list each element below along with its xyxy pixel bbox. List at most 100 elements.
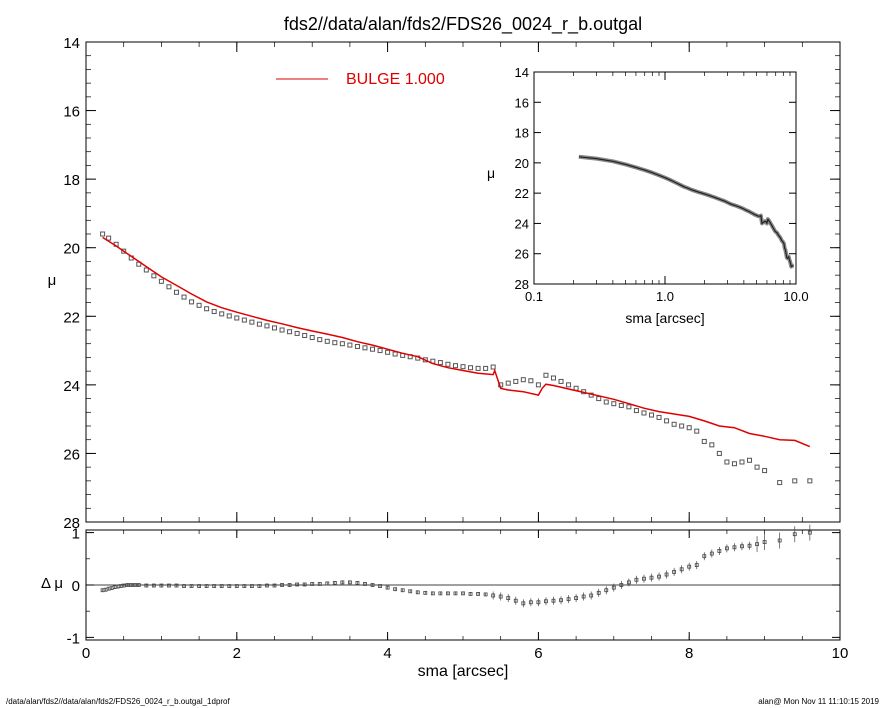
data-point: [747, 457, 753, 463]
residual-point: [393, 587, 398, 592]
residual-point: [807, 530, 812, 535]
residual-point: [415, 590, 420, 595]
residual-points: [100, 524, 812, 608]
residual-point: [144, 583, 149, 588]
inset-y-tick-label: 22: [515, 186, 529, 201]
residual-point: [574, 596, 578, 600]
residual-point: [491, 593, 496, 598]
residual-point: [732, 545, 737, 550]
main-y-axis-label: μ: [48, 272, 57, 289]
residual-point: [227, 584, 232, 588]
residual-point: [453, 591, 458, 596]
data-point: [437, 360, 443, 366]
data-point: [151, 273, 157, 279]
residual-point: [740, 544, 744, 549]
data-point: [664, 418, 670, 424]
residual-point: [702, 554, 707, 559]
data-point: [686, 425, 692, 431]
residual-point: [619, 583, 624, 587]
data-point: [452, 363, 458, 369]
data-point: [596, 396, 602, 402]
residual-point: [257, 584, 262, 588]
main-panel: 14 16 18 20 22 24 26 28 μ BULGE 1.000: [48, 35, 841, 532]
inset-profile-line: [578, 156, 794, 268]
residual-point: [461, 591, 465, 596]
data-point: [724, 459, 730, 465]
main-y-tick-label: 24: [63, 378, 80, 395]
data-point: [543, 372, 549, 378]
residual-point: [626, 580, 631, 585]
main-ticks: 14 16 18 20 22 24 26 28: [63, 35, 841, 532]
data-point: [550, 375, 556, 381]
residual-point: [581, 594, 586, 599]
inset-x-tick-label: 10.0: [783, 289, 808, 304]
data-point: [121, 248, 127, 254]
main-y-tick-label: 28: [63, 515, 80, 532]
residual-point: [378, 584, 382, 588]
inset-y-tick-label: 20: [515, 156, 529, 171]
residual-point: [468, 592, 473, 596]
data-point: [739, 459, 745, 465]
residual-point: [129, 583, 134, 587]
data-point: [603, 399, 609, 405]
residual-point: [133, 583, 137, 587]
main-y-tick-label: 14: [63, 35, 80, 52]
residual-point: [136, 583, 141, 587]
data-point: [649, 412, 654, 418]
data-point: [656, 414, 662, 420]
residual-point: [672, 570, 677, 574]
residual-x-tick-label: 2: [233, 645, 241, 662]
residual-point: [446, 591, 450, 596]
inset-y-tick-label: 28: [515, 277, 529, 292]
residual-point: [317, 582, 322, 586]
data-point: [226, 313, 232, 319]
data-point: [324, 338, 330, 344]
residual-point: [551, 598, 556, 603]
residual-point: [385, 585, 390, 590]
residual-point: [521, 601, 526, 606]
data-point: [143, 267, 149, 273]
residual-point: [355, 581, 360, 585]
residual-point: [559, 598, 563, 603]
data-point: [483, 365, 489, 371]
data-point: [377, 348, 383, 354]
data-point: [189, 299, 195, 305]
inset-y-tick-label: 24: [515, 216, 529, 231]
data-point: [354, 343, 360, 349]
residual-point: [596, 590, 601, 595]
residual-point: [265, 583, 269, 588]
residual-point: [777, 538, 782, 543]
data-point: [256, 321, 262, 327]
residual-point: [709, 551, 714, 556]
residual-point: [762, 540, 767, 544]
inset-profile-curve: [578, 154, 795, 269]
data-point: [709, 442, 715, 448]
data-point: [362, 345, 368, 351]
residual-point: [302, 582, 307, 587]
data-point: [279, 327, 285, 333]
inset-y-tick-label: 14: [515, 65, 529, 80]
inset-background: [474, 58, 822, 316]
main-y-tick-label: 20: [63, 241, 80, 258]
residual-point: [506, 596, 511, 600]
data-point: [370, 346, 376, 352]
residual-point: [423, 590, 428, 595]
main-y-tick-label: 18: [63, 172, 80, 189]
data-point: [716, 450, 722, 456]
residual-point: [121, 583, 126, 588]
data-point: [196, 302, 202, 308]
data-point: [249, 319, 255, 325]
inset-x-axis-label: sma [arcsec]: [625, 310, 704, 326]
residual-x-tick-label: 6: [534, 645, 542, 662]
footer-file-path: /data/alan/fds2//data/alan/fds2/FDS26_00…: [6, 697, 230, 706]
data-point: [679, 423, 685, 429]
residual-point: [125, 583, 130, 587]
data-point: [535, 382, 541, 388]
residual-x-axis-label: sma [arcsec]: [418, 663, 509, 680]
residual-point: [400, 588, 405, 593]
inset-x-tick-label: 0.1: [525, 289, 543, 304]
residual-x-tick-label: 8: [685, 645, 693, 662]
residual-point: [310, 582, 315, 586]
inset-y-tick-label: 18: [515, 126, 529, 141]
data-point: [475, 365, 481, 371]
